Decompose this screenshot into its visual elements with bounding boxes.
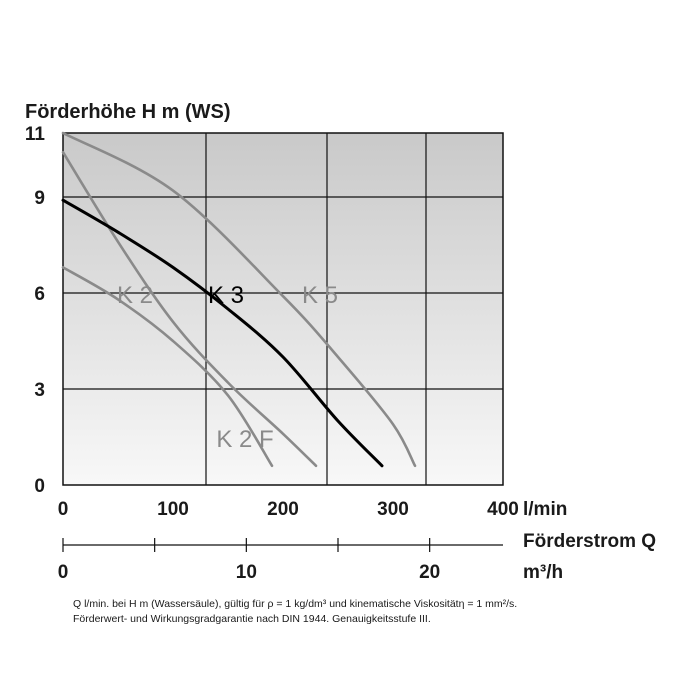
y-tick-labels: 0 3 6 9 11 xyxy=(25,124,46,497)
x-tick-label: 300 xyxy=(377,499,409,520)
x-tick-label: 100 xyxy=(157,499,189,520)
y-axis-label: Förderhöhe H m (WS) xyxy=(25,101,231,123)
curve-k5 xyxy=(61,131,417,468)
m3h-axis: 0 10 20 xyxy=(58,538,503,583)
footnote: Q l/min. bei H m (Wassersäule), gültig f… xyxy=(73,597,633,627)
x-tick-label: 200 xyxy=(267,499,299,520)
x-tick-labels: 0 100 200 300 400 xyxy=(58,499,519,520)
curve-k2f xyxy=(61,266,274,468)
series-label-k5: K 5 xyxy=(302,282,338,309)
y-tick-label: 9 xyxy=(34,188,45,209)
series-label-k2f: K 2 F xyxy=(216,426,273,453)
curve-k3 xyxy=(61,198,384,468)
y-tick-label: 6 xyxy=(34,284,45,305)
m3h-tick-label: 10 xyxy=(236,562,257,583)
footnote-line-2: Förderwert- und Wirkungsgradgarantie nac… xyxy=(73,613,431,625)
x-tick-label: 400 xyxy=(487,499,519,520)
x-axis-unit-lmin: l/min xyxy=(523,499,567,520)
curve-k2 xyxy=(61,150,318,468)
x-tick-label: 0 xyxy=(58,499,69,520)
y-tick-label: 3 xyxy=(34,380,45,401)
curves xyxy=(61,131,417,468)
footnote-line-1: Q l/min. bei H m (Wassersäule), gültig f… xyxy=(73,598,518,610)
grid xyxy=(63,133,503,485)
m3h-tick-label: 20 xyxy=(419,562,440,583)
plot-area xyxy=(62,132,504,486)
y-tick-label: 0 xyxy=(34,476,45,497)
series-label-k2: K 2 xyxy=(117,282,153,309)
y-tick-label: 11 xyxy=(25,124,46,145)
x-axis-label-bottom: Förderstrom Q xyxy=(523,531,656,552)
series-label-k3: K 3 xyxy=(208,282,244,309)
x-axis-unit-m3h: m³/h xyxy=(523,562,563,583)
m3h-tick-label: 0 xyxy=(58,562,69,583)
series-labels: K 2 K 2 F K 3 K 5 xyxy=(117,282,338,453)
